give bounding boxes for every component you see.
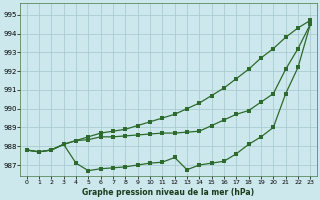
X-axis label: Graphe pression niveau de la mer (hPa): Graphe pression niveau de la mer (hPa) xyxy=(83,188,254,197)
